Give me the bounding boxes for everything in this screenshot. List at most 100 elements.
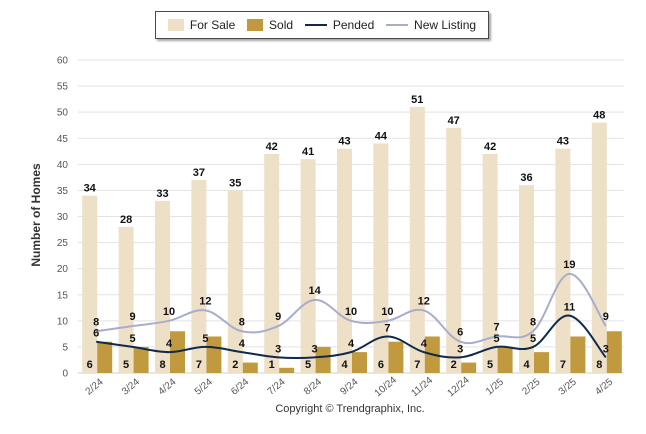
legend-item-pended: Pended bbox=[304, 18, 375, 32]
data-label-pended: 5 bbox=[494, 333, 500, 345]
bar-for-sale bbox=[155, 200, 170, 373]
bar-for-sale bbox=[555, 148, 571, 373]
bar-for-sale bbox=[191, 179, 207, 373]
legend-label-new-listing: New Listing bbox=[414, 18, 477, 32]
data-label-new-listing: 10 bbox=[381, 306, 393, 318]
copyright-text: Copyright © Trendgraphix, Inc. bbox=[275, 403, 425, 415]
x-tick-label: 2/24 bbox=[84, 376, 106, 397]
data-label-new-listing: 12 bbox=[199, 295, 211, 307]
y-tick-label: 20 bbox=[57, 264, 69, 275]
x-tick-label: 2/25 bbox=[520, 376, 542, 397]
bar-for-sale bbox=[482, 153, 498, 373]
y-tick-label: 10 bbox=[57, 316, 69, 327]
legend-label-pended: Pended bbox=[332, 18, 375, 32]
x-tick-label: 1/25 bbox=[484, 376, 506, 397]
bar-for-sale bbox=[373, 143, 389, 373]
bar-for-sale bbox=[446, 127, 462, 373]
bar-sold bbox=[315, 346, 331, 373]
data-label-pended: 4 bbox=[166, 338, 173, 350]
data-label-for-sale: 48 bbox=[593, 110, 605, 122]
bar-sold bbox=[388, 341, 404, 373]
bar-for-sale bbox=[409, 106, 425, 373]
data-label-pended: 11 bbox=[564, 302, 576, 314]
data-label-new-listing: 8 bbox=[530, 316, 536, 328]
data-label-sold: 4 bbox=[523, 359, 530, 371]
data-label-sold: 2 bbox=[232, 359, 238, 371]
data-label-for-sale: 35 bbox=[229, 177, 241, 189]
data-label-new-listing: 9 bbox=[130, 311, 136, 323]
bar-for-sale bbox=[337, 148, 352, 373]
chart-legend: For Sale Sold Pended New Listing bbox=[155, 11, 489, 39]
legend-item-sold: Sold bbox=[247, 18, 293, 32]
x-tick-label: 8/24 bbox=[302, 376, 324, 397]
bar-sold bbox=[570, 336, 586, 373]
data-label-sold: 5 bbox=[305, 359, 311, 371]
data-label-new-listing: 9 bbox=[603, 311, 609, 323]
line-pended bbox=[96, 314, 607, 360]
x-tick-label: 10/24 bbox=[373, 375, 400, 400]
x-tick-label: 12/24 bbox=[445, 375, 472, 400]
data-label-for-sale: 42 bbox=[266, 141, 278, 153]
bar-sold bbox=[352, 352, 367, 373]
x-tick-label: 6/24 bbox=[229, 376, 251, 397]
y-tick-label: 50 bbox=[57, 108, 69, 119]
data-label-sold: 8 bbox=[596, 359, 602, 371]
data-label-for-sale: 43 bbox=[338, 136, 350, 148]
data-label-pended: 4 bbox=[348, 338, 355, 350]
y-tick-label: 5 bbox=[62, 342, 68, 353]
x-tick-label: 3/25 bbox=[557, 376, 579, 397]
data-label-for-sale: 42 bbox=[484, 141, 496, 153]
data-label-sold: 7 bbox=[560, 359, 566, 371]
data-label-pended: 4 bbox=[239, 338, 246, 350]
y-tick-label: 60 bbox=[57, 56, 69, 67]
data-label-sold: 7 bbox=[196, 359, 202, 371]
legend-label-for-sale: For Sale bbox=[189, 18, 236, 32]
data-label-sold: 5 bbox=[123, 359, 129, 371]
data-label-new-listing: 10 bbox=[345, 306, 357, 318]
bar-sold bbox=[279, 367, 295, 373]
y-tick-label: 15 bbox=[57, 290, 69, 301]
data-label-pended: 3 bbox=[603, 343, 609, 355]
data-label-sold: 2 bbox=[451, 359, 457, 371]
line-new-listing bbox=[96, 272, 607, 345]
data-label-sold: 4 bbox=[341, 359, 348, 371]
pended-line-icon bbox=[304, 24, 327, 26]
data-label-new-listing: 6 bbox=[457, 327, 463, 339]
bar-for-sale bbox=[519, 185, 534, 373]
data-label-new-listing: 8 bbox=[239, 316, 245, 328]
data-label-for-sale: 41 bbox=[302, 146, 314, 158]
bar-for-sale bbox=[264, 153, 280, 373]
y-tick-label: 55 bbox=[57, 82, 69, 93]
data-label-pended: 5 bbox=[202, 333, 208, 345]
bar-sold bbox=[461, 362, 477, 373]
x-tick-label: 3/24 bbox=[120, 376, 142, 397]
data-label-pended: 5 bbox=[530, 333, 536, 345]
bar-for-sale bbox=[82, 195, 98, 373]
y-tick-label: 25 bbox=[57, 238, 69, 249]
data-label-for-sale: 37 bbox=[193, 167, 205, 179]
y-tick-label: 35 bbox=[57, 186, 69, 197]
data-label-new-listing: 7 bbox=[494, 321, 500, 333]
bar-sold bbox=[497, 346, 513, 373]
data-label-pended: 3 bbox=[312, 343, 318, 355]
data-label-for-sale: 28 bbox=[120, 214, 132, 226]
bar-for-sale bbox=[118, 226, 134, 373]
data-label-pended: 7 bbox=[384, 322, 390, 334]
y-axis-title: Number of Homes bbox=[29, 163, 43, 267]
y-tick-label: 40 bbox=[57, 160, 69, 171]
data-label-sold: 6 bbox=[378, 359, 384, 371]
y-tick-label: 45 bbox=[57, 134, 69, 145]
data-label-pended: 5 bbox=[130, 333, 136, 345]
for-sale-swatch-icon bbox=[167, 19, 184, 31]
data-label-sold: 1 bbox=[269, 359, 275, 371]
data-label-pended: 3 bbox=[457, 343, 463, 355]
legend-label-sold: Sold bbox=[269, 18, 294, 32]
data-label-for-sale: 34 bbox=[84, 183, 97, 195]
data-label-new-listing: 9 bbox=[275, 311, 281, 323]
bar-for-sale bbox=[591, 122, 607, 373]
x-tick-label: 4/24 bbox=[156, 376, 178, 397]
bar-sold bbox=[534, 352, 549, 373]
data-label-for-sale: 33 bbox=[156, 188, 168, 200]
data-label-sold: 8 bbox=[159, 359, 165, 371]
